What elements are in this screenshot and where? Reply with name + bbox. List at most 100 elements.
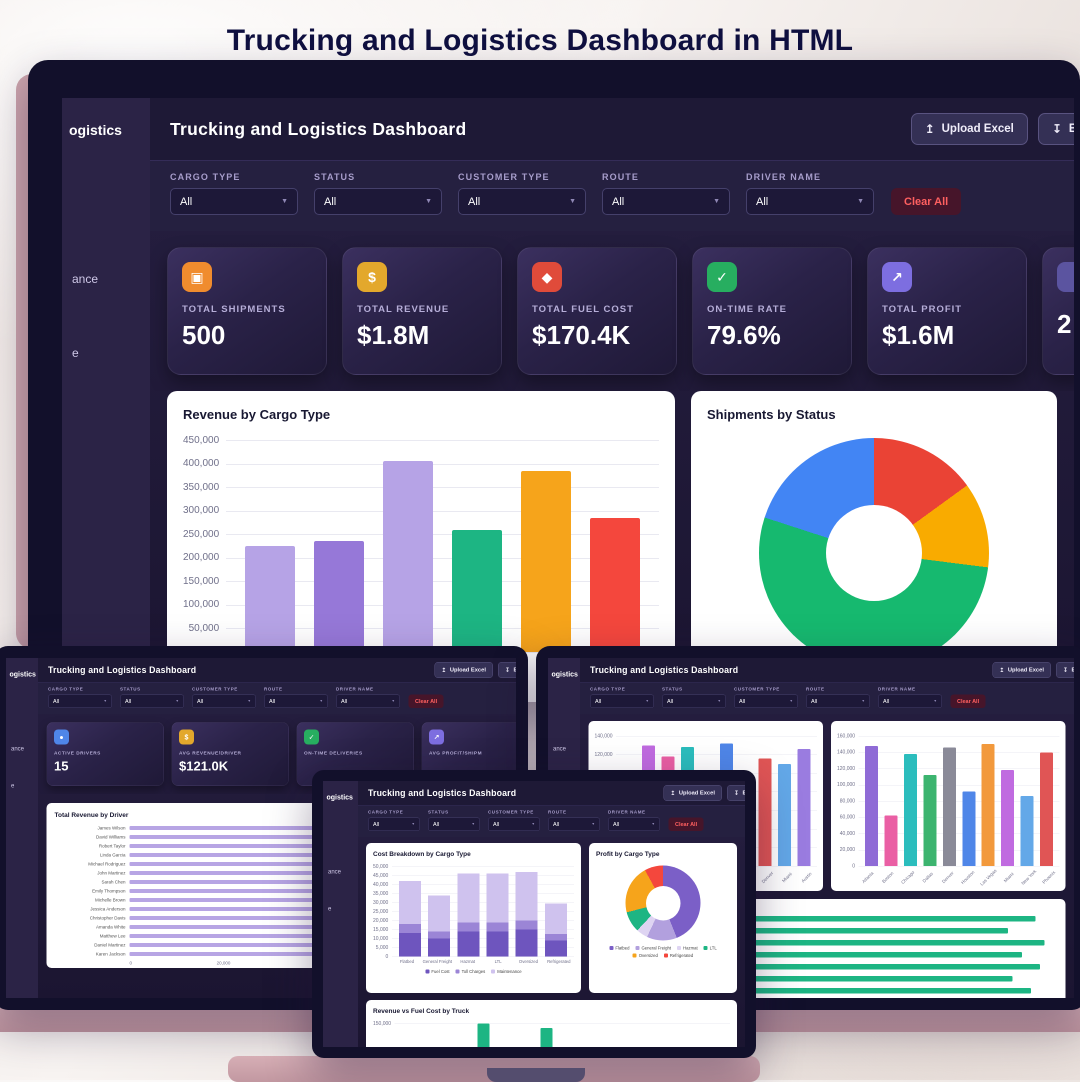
screen-main: ogistics ance e Trucking and Logistics Da… [62, 98, 1074, 702]
filter-label: ROUTE [602, 172, 639, 182]
city-chart-right: 160,000 140,000 120,000 100,000 80,000 60,000… [837, 733, 1060, 887]
sidebar-item[interactable]: e [72, 346, 79, 360]
bar [129, 844, 486, 848]
dashboard-main: Trucking and Logistics Dashboard ↥ Uploa… [150, 98, 1074, 702]
filter-select[interactable]: All ▼ [602, 188, 730, 215]
sidebar-item[interactable]: ance [553, 745, 567, 752]
charts-row: Revenue by Cargo Type 450,000 400,000 350,… [167, 391, 1057, 702]
filter-select[interactable]: All ▼ [548, 817, 600, 831]
axis-label: Phoenix [1041, 869, 1057, 885]
bar-segment [515, 920, 538, 930]
filter-select[interactable]: All ▼ [120, 694, 184, 708]
bar-row: John Martinez [55, 871, 500, 876]
sidebar-item[interactable] [6, 703, 38, 720]
upload-icon: ↥ [441, 666, 447, 674]
filter-select[interactable]: All ▼ [264, 694, 328, 708]
dashboard-header: Trucking and Logistics Dashboard ↥ Uploa… [580, 658, 1074, 682]
legend-item: Oversized [632, 953, 658, 958]
export-label: Exp [742, 790, 745, 796]
filter-select[interactable]: All ▼ [458, 188, 586, 215]
filter-select[interactable]: All ▼ [428, 817, 480, 831]
filter-select[interactable]: All ▼ [662, 694, 726, 708]
kpi-icon: ✓ [707, 262, 737, 292]
bar-segment [398, 933, 421, 957]
sidebar: ogistics ance e [62, 98, 150, 702]
filter-group: ROUTE All ▼ [264, 686, 328, 708]
filter-select[interactable]: All ▼ [314, 188, 442, 215]
upload-excel-button[interactable]: ↥ Upload Excel [910, 113, 1028, 145]
filter-label: CUSTOMER TYPE [488, 809, 534, 815]
upload-excel-button[interactable]: ↥ Upload Excel [992, 662, 1051, 678]
sidebar-logo: ogistics [9, 670, 36, 678]
grid-line [858, 736, 1060, 737]
sidebar-item[interactable]: ance [72, 272, 99, 286]
filters: CARGO TYPE All ▼ STATUS All [170, 172, 874, 215]
sidebar-item[interactable]: ance [11, 745, 25, 752]
clear-all-button[interactable]: Clear All [668, 817, 704, 831]
bar-label: Michelle Brown [94, 897, 126, 903]
bar-segment [457, 931, 480, 957]
axis-label: General Freight [422, 959, 453, 964]
filter-select[interactable]: All ▼ [48, 694, 112, 708]
bar [245, 546, 296, 652]
sidebar-logo: ogistics [326, 793, 353, 801]
bar-label: Michael Rodriguez [88, 861, 126, 867]
chevron-down-icon: ▼ [247, 699, 251, 704]
filter-select[interactable]: All ▼ [590, 694, 654, 708]
bar [314, 541, 365, 652]
filter-select[interactable]: All ▼ [734, 694, 798, 708]
clear-all-button[interactable]: Clear All [891, 188, 962, 215]
axis-label: Miami [1002, 871, 1015, 884]
sidebar-item[interactable]: e [328, 905, 332, 912]
filter-select[interactable]: All ▼ [192, 694, 256, 708]
filter-label: ROUTE [548, 809, 567, 815]
export-excel-button[interactable]: ↧ Exp [497, 662, 516, 678]
axis-label: Austin [800, 871, 813, 884]
axis-label: Houston [960, 869, 976, 886]
filter-group: ROUTE All ▼ [806, 687, 870, 708]
bar-row [600, 940, 1054, 946]
upload-excel-button[interactable]: ↥ Upload Excel [663, 785, 722, 801]
filter-select[interactable]: All ▼ [878, 694, 942, 708]
clear-all-button[interactable]: Clear All [408, 694, 444, 708]
bar [129, 898, 471, 902]
export-excel-button[interactable]: ↧ Exp [726, 785, 745, 801]
filter-value: All [468, 195, 481, 208]
filter-select[interactable]: All ▼ [806, 694, 870, 708]
sidebar-item[interactable] [62, 188, 150, 222]
city-chart-card-right: 160,000 140,000 120,000 100,000 80,000 60,000… [831, 721, 1066, 891]
sidebar-item[interactable]: e [11, 782, 15, 789]
filter-value: All [613, 821, 620, 828]
filter-select[interactable]: All ▼ [170, 188, 298, 215]
filter-select[interactable]: All ▼ [746, 188, 874, 215]
bar [600, 976, 1013, 982]
sidebar-item[interactable]: ance [328, 868, 342, 875]
export-label: Exp [1068, 123, 1074, 135]
chart-title: Total Revenue by Driver [54, 811, 129, 819]
upload-excel-button[interactable]: ↥ Upload Excel [434, 662, 493, 678]
export-excel-button[interactable]: ↧ Exp [1037, 113, 1074, 145]
filter-select[interactable]: All ▼ [368, 817, 420, 831]
chevron-down-icon: ▼ [103, 699, 107, 704]
donut [625, 865, 701, 941]
kpi-value: 79.6% [707, 320, 781, 350]
filter-label: ROUTE [264, 686, 283, 692]
filter-select[interactable]: All ▼ [336, 694, 400, 708]
kpi-card: ▣ TOTAL SHIPMENTS 500 [167, 247, 327, 375]
export-excel-button[interactable]: ↧ Exp [1055, 662, 1074, 678]
grid-line [858, 817, 1060, 818]
sidebar-item[interactable] [548, 703, 580, 720]
clear-all-button[interactable]: Clear All [950, 694, 986, 708]
kpi-card: ◆ TOTAL FUEL COST $170.4K [517, 247, 677, 375]
filter-value: All [197, 698, 204, 705]
bar-row: Matthew Lee [55, 934, 500, 939]
kpi-label: ON-TIME DELIVERIES [304, 750, 363, 757]
sidebar-item[interactable] [323, 826, 358, 843]
bar-label: Karen Jackson [95, 951, 126, 957]
bar-label: Linda Garcia [99, 852, 126, 858]
bar-segment [457, 922, 480, 932]
filter-select[interactable]: All ▼ [488, 817, 540, 831]
bar-label: Robert Taylor [98, 843, 126, 849]
filter-group: CUSTOMER TYPE All ▼ [458, 172, 586, 215]
filter-select[interactable]: All ▼ [608, 817, 660, 831]
